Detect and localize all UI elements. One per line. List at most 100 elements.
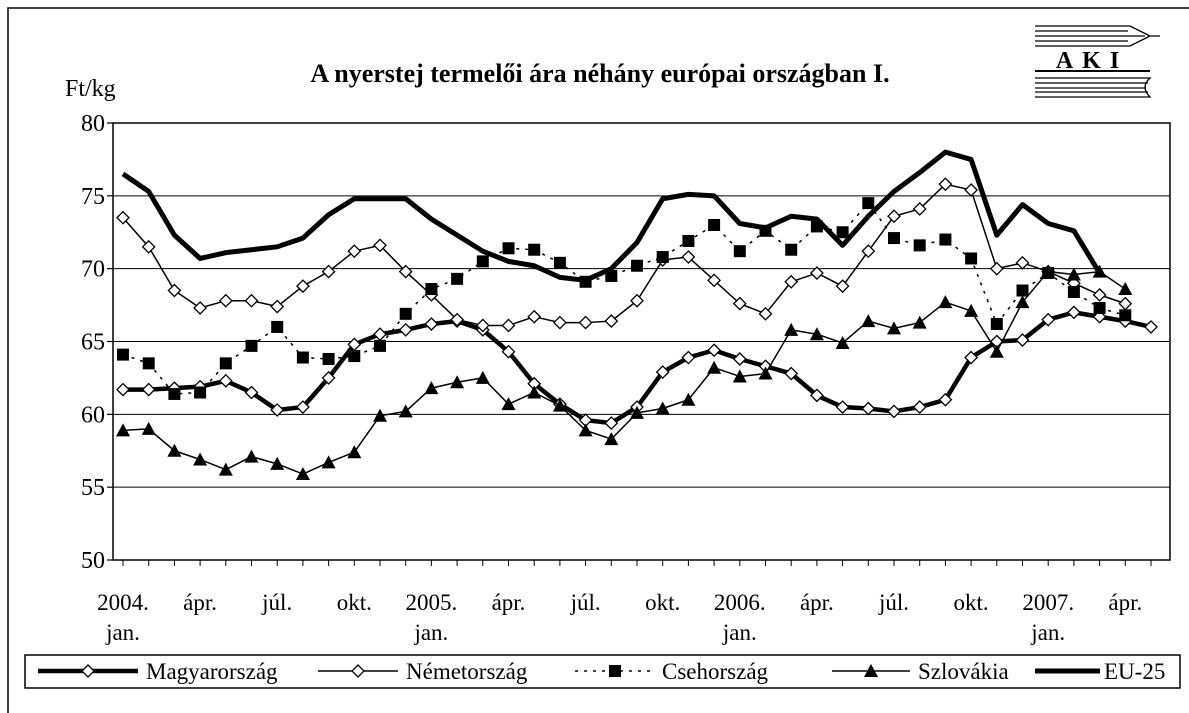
marker bbox=[553, 256, 566, 269]
marker bbox=[116, 423, 130, 437]
marker bbox=[475, 318, 490, 333]
marker bbox=[939, 233, 952, 246]
marker bbox=[938, 295, 953, 309]
y-tick-label: 55 bbox=[81, 475, 105, 501]
marker bbox=[322, 352, 335, 365]
marker bbox=[707, 343, 722, 358]
marker bbox=[141, 421, 156, 435]
marker bbox=[835, 279, 850, 294]
marker bbox=[218, 293, 233, 308]
marker bbox=[681, 392, 696, 406]
marker bbox=[784, 366, 799, 381]
marker bbox=[1015, 255, 1030, 270]
marker bbox=[450, 375, 465, 389]
marker bbox=[784, 274, 799, 289]
marker bbox=[373, 327, 387, 342]
marker bbox=[374, 339, 386, 352]
marker bbox=[785, 243, 798, 256]
marker bbox=[244, 449, 259, 463]
marker bbox=[501, 344, 516, 359]
marker bbox=[912, 315, 927, 329]
x-tick-label: 2007. jan. bbox=[1022, 590, 1075, 645]
logo: AKI bbox=[1035, 25, 1160, 98]
marker bbox=[809, 266, 824, 280]
logo-text: AKI bbox=[1056, 48, 1128, 74]
marker bbox=[295, 467, 310, 481]
marker bbox=[451, 272, 464, 285]
marker bbox=[681, 250, 696, 264]
marker bbox=[605, 269, 618, 282]
marker bbox=[964, 303, 979, 317]
marker bbox=[630, 293, 644, 308]
marker bbox=[656, 251, 669, 264]
marker bbox=[398, 322, 413, 337]
marker bbox=[167, 443, 182, 457]
marker bbox=[836, 226, 849, 239]
marker bbox=[989, 344, 1004, 358]
marker bbox=[887, 209, 901, 224]
marker bbox=[528, 243, 541, 256]
legend-label: EU-25 bbox=[1104, 659, 1165, 684]
marker bbox=[1066, 305, 1081, 320]
marker bbox=[424, 381, 439, 395]
marker bbox=[399, 307, 412, 320]
series-line bbox=[122, 270, 1126, 475]
marker bbox=[990, 318, 1003, 331]
series bbox=[116, 177, 1133, 333]
x-tick-label: okt. bbox=[336, 590, 372, 615]
marker bbox=[168, 387, 181, 400]
marker bbox=[1041, 312, 1056, 327]
marker bbox=[271, 320, 284, 333]
marker bbox=[116, 382, 130, 397]
marker bbox=[578, 423, 593, 437]
marker bbox=[373, 238, 387, 253]
marker bbox=[1119, 309, 1132, 322]
marker bbox=[578, 315, 593, 330]
marker bbox=[964, 183, 979, 197]
marker bbox=[887, 321, 901, 335]
marker bbox=[527, 385, 542, 399]
marker bbox=[425, 283, 438, 296]
marker bbox=[887, 404, 901, 419]
y-tick-label: 50 bbox=[81, 548, 105, 574]
y-tick-label: 80 bbox=[81, 111, 105, 137]
x-tick-label: okt. bbox=[645, 590, 681, 615]
series-line bbox=[122, 202, 1126, 395]
marker bbox=[450, 312, 465, 327]
legend-label: Németország bbox=[406, 659, 528, 684]
marker bbox=[193, 301, 208, 315]
marker bbox=[862, 197, 875, 210]
y-tick-label: 65 bbox=[81, 330, 105, 356]
marker bbox=[270, 456, 285, 470]
legend-marker bbox=[351, 664, 365, 678]
marker bbox=[758, 366, 773, 380]
marker bbox=[117, 348, 129, 361]
marker bbox=[989, 261, 1004, 276]
y-tick-label: 60 bbox=[81, 402, 105, 428]
y-axis-label: Ft/kg bbox=[65, 76, 116, 102]
marker bbox=[861, 244, 876, 259]
x-tick-label: 2005. jan. bbox=[405, 590, 458, 645]
x-tick-label: okt. bbox=[953, 590, 989, 615]
outer-frame bbox=[7, 7, 1189, 713]
marker bbox=[373, 408, 387, 422]
x-tick-label: júl. bbox=[570, 590, 601, 615]
marker bbox=[167, 283, 182, 298]
marker bbox=[758, 306, 773, 321]
marker bbox=[604, 416, 619, 430]
marker bbox=[193, 452, 208, 466]
marker bbox=[501, 318, 516, 333]
marker bbox=[1093, 301, 1106, 314]
marker bbox=[141, 382, 156, 397]
legend-label: Szlovákia bbox=[918, 659, 1009, 684]
marker bbox=[141, 239, 156, 254]
marker bbox=[321, 264, 336, 279]
marker bbox=[681, 350, 696, 365]
marker bbox=[270, 299, 285, 314]
marker bbox=[1144, 320, 1158, 334]
x-tick-label: júl. bbox=[262, 590, 293, 615]
marker bbox=[809, 388, 824, 403]
marker bbox=[347, 445, 362, 459]
